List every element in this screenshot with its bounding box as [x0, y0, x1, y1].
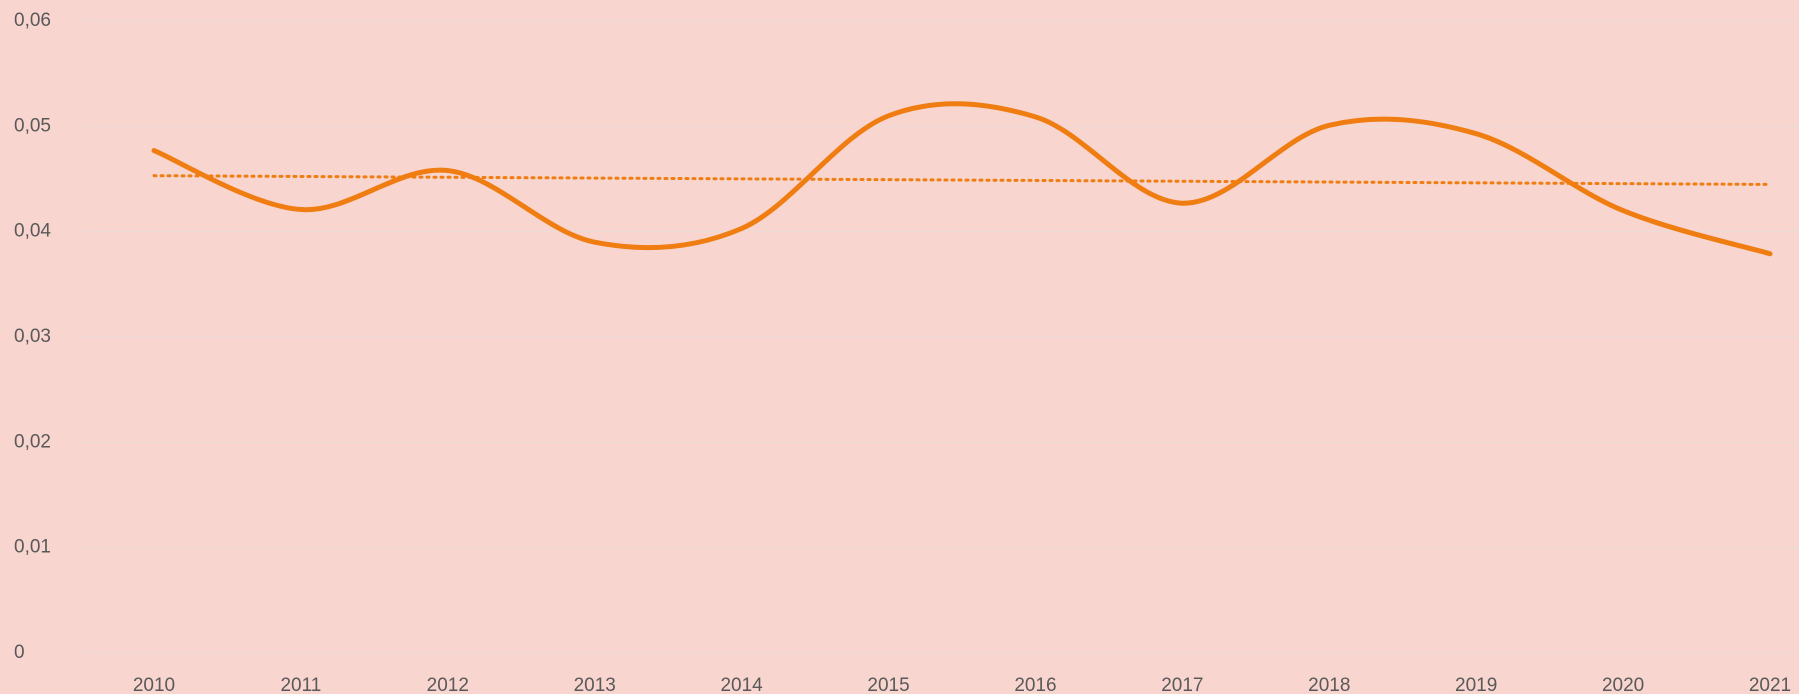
- trendline: [152, 174, 1772, 186]
- x-tick-label: 2010: [133, 675, 175, 694]
- x-tick-label: 2016: [1014, 675, 1056, 694]
- x-tick-label: 2018: [1308, 675, 1350, 694]
- y-tick-label: 0,06: [14, 10, 51, 31]
- y-tick-label: 0: [14, 642, 25, 663]
- x-tick-label: 2013: [574, 675, 616, 694]
- x-tick-label: 2021: [1749, 675, 1791, 694]
- x-tick-label: 2020: [1602, 675, 1644, 694]
- x-tick-label: 2017: [1161, 675, 1203, 694]
- y-tick-label: 0,02: [14, 431, 51, 452]
- y-tick-label: 0,01: [14, 537, 51, 558]
- x-tick-label: 2019: [1455, 675, 1497, 694]
- x-tick-label: 2014: [720, 675, 763, 694]
- y-tick-label: 0,04: [14, 221, 51, 242]
- y-tick-label: 0,05: [14, 115, 51, 136]
- y-tick-label: 0,03: [14, 326, 51, 347]
- line-series: [151, 101, 1773, 257]
- x-tick-label: 2012: [427, 675, 469, 694]
- x-tick-label: 2011: [280, 675, 321, 694]
- x-tick-label: 2015: [867, 675, 909, 694]
